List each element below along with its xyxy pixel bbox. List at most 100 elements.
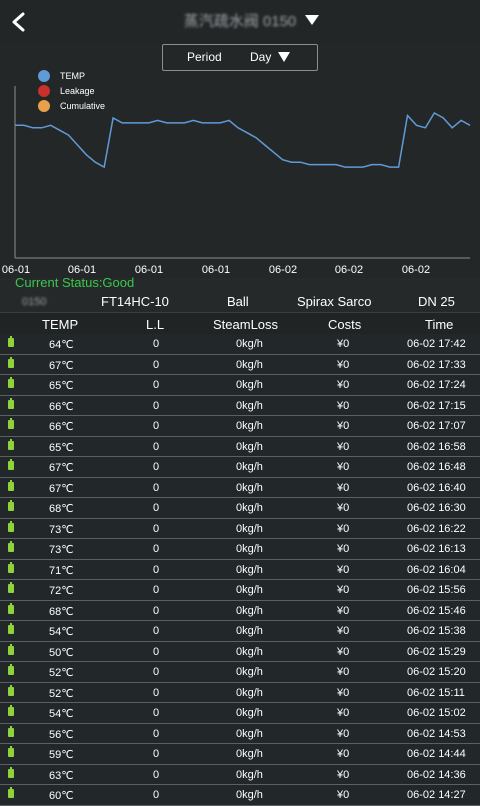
temperature-line-chart: 06-01 06-01 06-01 06-01 06-02 06-02 06-02 [2,86,471,276]
cell-temp: 68℃ [49,605,74,618]
battery-icon [8,643,14,655]
cell-temp: 67℃ [49,359,74,372]
battery-icon [8,684,14,696]
device-model: FT14HC-10 [101,294,169,309]
cell-temp: 56℃ [49,728,74,741]
battery-icon [8,623,14,634]
battery-icon [8,561,14,573]
device-size: DN 25 [418,294,455,309]
x-tick-label: 06-02 [402,264,430,276]
cell-time: 06-02 15:29 [407,645,466,658]
cell-cost: ¥0 [337,625,350,637]
table-row[interactable]: 52℃ 0 0kg/h ¥0 06-02 15:20 [0,662,480,683]
cell-ll: 0 [153,789,160,801]
table-row[interactable]: 65℃ 0 0kg/h ¥0 06-02 17:24 [0,375,480,396]
cell-ll: 0 [153,440,160,453]
cell-temp: 59℃ [49,749,74,761]
header-steamloss: SteamLoss [213,317,279,332]
cell-cost: ¥0 [337,399,350,412]
table-row[interactable]: 65℃ 0 0kg/h ¥0 06-02 16:58 [0,436,480,457]
x-tick-label: 06-01 [68,264,96,276]
cell-cost: ¥0 [337,502,350,514]
table-row[interactable]: 73℃ 0 0kg/h ¥0 06-02 16:13 [0,539,480,560]
chart-legend: TEMP Leakage Cumulative [38,68,105,113]
table-row[interactable]: 67℃ 0 0kg/h ¥0 06-02 16:48 [0,457,480,478]
cell-steamloss: 0kg/h [236,502,263,514]
cell-temp: 63℃ [49,769,74,782]
cell-cost: ¥0 [337,727,350,740]
cell-time: 06-02 16:58 [407,440,466,453]
legend-item-temp[interactable]: TEMP [38,68,105,83]
table-row[interactable]: 66℃ 0 0kg/h ¥0 06-02 17:15 [0,395,480,416]
cell-ll: 0 [153,707,160,719]
device-brand: Spirax Sarco [297,294,372,309]
legend-item-leakage[interactable]: Leakage [38,83,105,98]
cell-time: 06-02 15:38 [407,625,466,637]
cell-time: 06-02 16:22 [407,522,466,535]
table-row[interactable]: 72℃ 0 0kg/h ¥0 06-02 15:56 [0,580,480,601]
table-row[interactable]: 54℃ 0 0kg/h ¥0 06-02 15:38 [0,621,480,642]
title-dropdown-caret-icon[interactable] [305,15,319,25]
cell-time: 06-02 16:40 [407,481,466,494]
period-value: Day [250,50,272,64]
battery-icon [8,664,14,675]
cell-cost: ¥0 [337,748,350,760]
table-row[interactable]: 54℃ 0 0kg/h ¥0 06-02 15:02 [0,703,480,724]
legend-item-cumulative[interactable]: Cumulative [38,98,105,113]
table-row[interactable]: 68℃ 0 0kg/h ¥0 06-02 16:30 [0,498,480,519]
cell-temp: 54℃ [49,626,74,638]
device-type: Ball [227,294,249,309]
cell-ll: 0 [153,543,160,555]
cell-steamloss: 0kg/h [236,338,263,350]
cell-ll: 0 [153,522,160,535]
temp-series-line [15,111,471,169]
battery-icon [8,705,14,716]
header-time: Time [425,317,454,332]
cell-ll: 0 [153,379,160,391]
cell-steamloss: 0kg/h [236,481,263,494]
battery-icon [8,746,14,757]
cell-ll: 0 [153,666,160,678]
table-row[interactable]: 64℃ 0 0kg/h ¥0 06-02 17:42 [0,334,480,355]
table-row[interactable]: 68℃ 0 0kg/h ¥0 06-02 15:46 [0,600,480,621]
cell-cost: ¥0 [337,789,350,801]
table-row[interactable]: 59℃ 0 0kg/h ¥0 06-02 14:44 [0,744,480,765]
legend-label-temp: TEMP [60,70,86,81]
device-id: 0150 [22,296,47,308]
cell-ll: 0 [153,481,160,494]
table-row[interactable]: 60℃ 0 0kg/h ¥0 06-02 14:27 [0,785,480,806]
cell-steamloss: 0kg/h [236,379,263,391]
cell-temp: 68℃ [49,503,74,515]
table-row[interactable]: 66℃ 0 0kg/h ¥0 06-02 17:07 [0,416,480,437]
battery-icon [8,336,14,347]
data-table-body[interactable]: 64℃ 0 0kg/h ¥0 06-02 17:42 67℃ 0 0kg/h ¥0 06-02 1… [0,334,480,806]
cell-temp: 72℃ [49,585,74,597]
cell-temp: 73℃ [49,544,74,556]
table-row[interactable]: 71℃ 0 0kg/h ¥0 06-02 16:04 [0,559,480,580]
header-costs: Costs [328,317,362,332]
back-chevron-icon[interactable] [6,6,32,38]
table-row[interactable]: 56℃ 0 0kg/h ¥0 06-02 14:53 [0,723,480,744]
cell-cost: ¥0 [337,379,350,391]
period-selector[interactable]: Period Day [162,44,318,71]
cell-ll: 0 [153,399,160,412]
table-row[interactable]: 63℃ 0 0kg/h ¥0 06-02 14:36 [0,764,480,785]
table-row[interactable]: 67℃ 0 0kg/h ¥0 06-02 16:40 [0,477,480,498]
legend-dot-leakage [38,84,50,97]
battery-icon [8,418,14,429]
cell-ll: 0 [153,625,160,637]
battery-icon [8,787,14,798]
table-row[interactable]: 73℃ 0 0kg/h ¥0 06-02 16:22 [0,518,480,539]
table-row[interactable]: 50℃ 0 0kg/h ¥0 06-02 15:29 [0,641,480,662]
battery-icon [8,397,14,409]
app-header: 蒸汽疏水阀 0150 [0,0,480,44]
cell-time: 06-02 16:30 [407,502,466,514]
battery-icon [8,438,14,450]
table-row[interactable]: 52℃ 0 0kg/h ¥0 06-02 15:11 [0,682,480,703]
cell-cost: ¥0 [337,522,350,535]
table-row[interactable]: 67℃ 0 0kg/h ¥0 06-02 17:33 [0,354,480,375]
cell-steamloss: 0kg/h [236,440,263,453]
battery-icon [8,582,14,593]
period-label: Period [187,50,222,64]
cell-cost: ¥0 [337,358,350,371]
